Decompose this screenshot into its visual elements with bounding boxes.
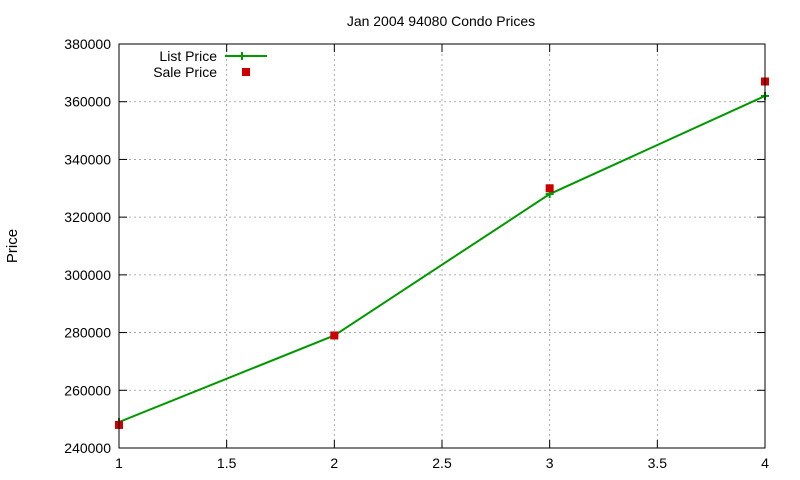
legend-label: Sale Price: [153, 64, 217, 80]
chart-title: Jan 2004 94080 Condo Prices: [347, 13, 535, 29]
y-tick-label: 320000: [64, 209, 111, 225]
y-tick-label: 340000: [64, 151, 111, 167]
grid: [119, 44, 765, 448]
x-tick-label: 3: [546, 455, 554, 471]
y-tick-label: 360000: [64, 94, 111, 110]
y-tick-label: 300000: [64, 267, 111, 283]
y-axis-label: Price: [4, 229, 21, 263]
y-tick-label: 280000: [64, 325, 111, 341]
x-tick-label: 1.5: [217, 455, 237, 471]
y-tick-label: 240000: [64, 440, 111, 456]
axis-ticks: 240000 260000 280000 300000 320000 340000 3600…: [64, 36, 769, 471]
y-tick-label: 380000: [64, 36, 111, 52]
sale-price-point: [330, 331, 339, 340]
x-tick-label: 1: [115, 455, 123, 471]
series-line-list-price: [118, 95, 766, 423]
legend-square-marker: [242, 68, 250, 76]
x-tick-label: 2.5: [432, 455, 452, 471]
sale-price-point: [545, 184, 554, 193]
x-tick-label: 4: [761, 455, 769, 471]
x-tick-label: 2: [330, 455, 338, 471]
plot-border: [118, 43, 766, 449]
legend-label: List Price: [159, 48, 217, 64]
y-tick-label: 260000: [64, 382, 111, 398]
x-tick-label: 3.5: [648, 455, 668, 471]
